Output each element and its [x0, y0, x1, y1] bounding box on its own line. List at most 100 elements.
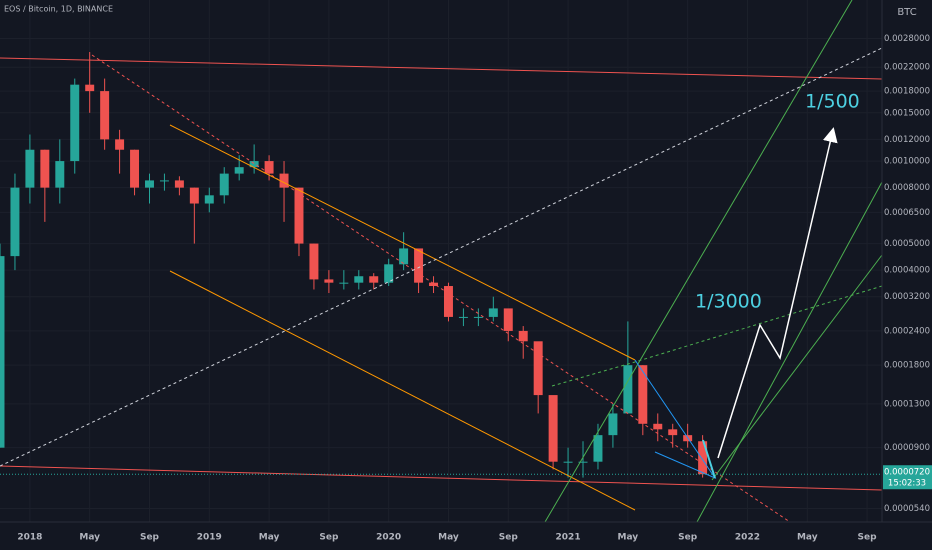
candle-body: [219, 173, 229, 196]
candle-body: [473, 316, 483, 318]
candle-body: [653, 423, 663, 430]
chart-title: EOS / Bitcoin, 1D, BINANCE: [4, 5, 113, 14]
candle-body: [638, 365, 648, 424]
candle-body: [85, 84, 95, 92]
x-tick-label: May: [797, 533, 818, 543]
x-tick-label: Sep: [678, 533, 698, 543]
candle-body: [10, 187, 20, 257]
channel-line: [711, 254, 883, 481]
x-tick-label: May: [438, 533, 459, 543]
candle-body: [414, 248, 424, 283]
y-tick-label: 0.0001800: [884, 361, 930, 371]
candle-body: [174, 180, 184, 188]
axes: 0.0028000 0.0022000 0.0018000 0.0015000 0.00…: [0, 34, 932, 543]
channel-line: [169, 124, 636, 361]
y-tick-label: 0.0002400: [884, 326, 930, 336]
candle-body: [159, 180, 169, 182]
y-tick-label: 0.0015000: [884, 108, 930, 118]
candle-body: [0, 256, 5, 448]
candle-body: [429, 282, 439, 287]
y-tick-label: 0.0004000: [884, 266, 930, 276]
y-tick-label: 0.0001300: [884, 399, 930, 409]
last-price-tag: [883, 465, 932, 490]
channel-line: [696, 181, 883, 523]
candles: [0, 52, 708, 478]
y-tick-label: 0.0018000: [884, 87, 930, 97]
candle-body: [309, 243, 319, 280]
last-price-label: 0.0000720: [884, 468, 930, 478]
drawings: [0, 0, 883, 523]
candle-body: [100, 91, 110, 140]
candle-body: [70, 84, 80, 162]
candle-body: [698, 441, 708, 475]
annotation: 1/500: [805, 91, 860, 113]
candle-body: [115, 139, 125, 150]
y-tick-label: 0.0028000: [884, 34, 930, 44]
candle-body: [324, 279, 334, 283]
candle-body: [399, 248, 409, 265]
candle-body: [563, 461, 573, 463]
x-tick-label: May: [79, 533, 100, 543]
candle-body: [294, 187, 304, 244]
trend-line: [0, 47, 883, 467]
x-tick-label: 2018: [17, 533, 42, 543]
wedge-line: [702, 439, 716, 479]
grid: [0, 0, 882, 522]
x-tick-label: Sep: [858, 533, 878, 543]
candle-body: [145, 180, 154, 188]
candle-body: [204, 195, 214, 204]
x-tick-label: Sep: [319, 533, 339, 543]
candle-body: [264, 161, 274, 174]
candle-body: [623, 365, 633, 414]
y-tick-label: 0.0003200: [884, 292, 930, 302]
candle-body: [369, 276, 379, 283]
candle-body: [518, 330, 528, 342]
y-tick-label: 0.0006500: [884, 208, 930, 218]
trend-line: [91, 54, 791, 523]
y-tick-label: 0.0005000: [884, 239, 930, 249]
candle-body: [578, 461, 588, 463]
candle-body: [339, 282, 349, 284]
x-tick-label: 2021: [556, 533, 581, 543]
candle-body: [384, 264, 394, 283]
x-tick-label: 2020: [376, 533, 401, 543]
y-tick-label: 0.0000540: [884, 504, 930, 514]
price-axis: [882, 0, 932, 550]
candle-body: [533, 341, 543, 396]
candle-body: [503, 308, 513, 331]
candle-body: [249, 161, 259, 168]
y-tick-label: 0.0012000: [884, 135, 930, 145]
x-tick-label: Sep: [140, 533, 160, 543]
candle-body: [488, 308, 498, 317]
channel-line: [169, 270, 636, 511]
candle-body: [443, 286, 453, 317]
candle-body: [25, 149, 35, 188]
y-tick-label: 0.0010000: [884, 157, 930, 167]
candle-body: [548, 395, 558, 462]
y-tick-label: 0.0022000: [884, 63, 930, 73]
trend-line: [0, 57, 883, 80]
x-tick-label: May: [618, 533, 639, 543]
candle-body: [608, 413, 618, 436]
countdown: 15:02:33: [888, 479, 926, 489]
candle-body: [354, 276, 364, 283]
candle-body: [279, 173, 289, 188]
candle-body: [189, 187, 199, 204]
trend-line: [551, 285, 883, 387]
candle-body: [40, 149, 50, 188]
candle-body: [593, 435, 603, 462]
x-tick-label: May: [259, 533, 280, 543]
candle-body: [668, 429, 678, 436]
y-tick-label: 0.0000900: [884, 443, 930, 453]
candle-body: [130, 149, 140, 188]
projection-arrow: [717, 127, 838, 459]
channel-line: [544, 0, 853, 523]
x-tick-label: Sep: [499, 533, 519, 543]
trend-line: [0, 465, 883, 491]
y-tick-label: 0.0008000: [884, 183, 930, 193]
x-tick-label: 2022: [735, 533, 760, 543]
candle-body: [234, 167, 244, 174]
x-tick-label: 2019: [197, 533, 222, 543]
unit-label: BTC: [897, 7, 916, 18]
